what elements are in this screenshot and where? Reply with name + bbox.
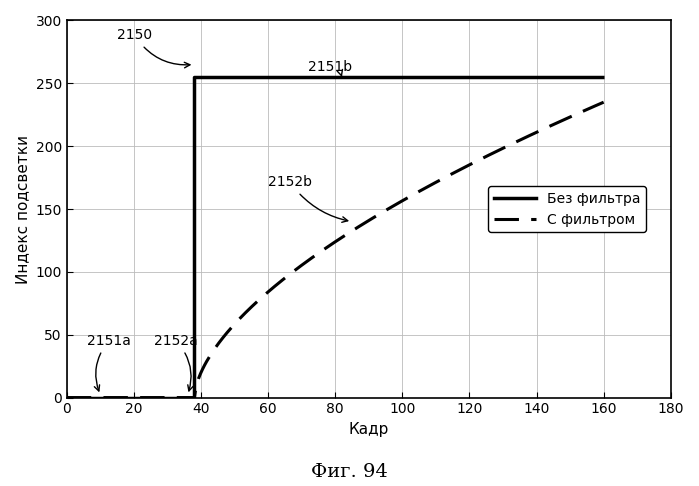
Text: Фиг. 94: Фиг. 94 (311, 463, 388, 481)
Legend: Без фильтра, С фильтром: Без фильтра, С фильтром (489, 186, 646, 232)
Text: 2151a: 2151a (87, 334, 131, 391)
Text: 2152b: 2152b (268, 175, 347, 222)
Text: 2150: 2150 (117, 28, 190, 68)
Text: 2152a: 2152a (154, 334, 198, 391)
Text: 2151b: 2151b (308, 60, 352, 77)
Y-axis label: Индекс подсветки: Индекс подсветки (15, 135, 30, 283)
X-axis label: Кадр: Кадр (349, 422, 389, 437)
